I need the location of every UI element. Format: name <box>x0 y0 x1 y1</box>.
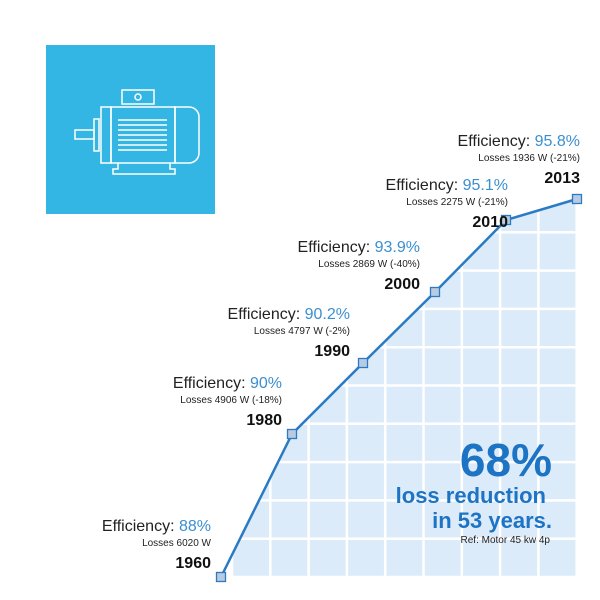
losses-label: Losses 1936 W (-21%) <box>478 153 580 164</box>
efficiency-value: 95.8% <box>534 133 580 150</box>
efficiency-value: 90% <box>249 375 282 392</box>
headline-line2: in 53 years. <box>432 508 552 533</box>
losses-label: Losses 2275 W (-21%) <box>406 197 508 208</box>
year-label: 2000 <box>384 276 420 293</box>
data-point-1990 <box>357 357 369 369</box>
headline-percent: 68% <box>459 434 552 486</box>
data-point-1960 <box>215 571 227 583</box>
efficiency-prefix: Efficiency: <box>101 518 179 535</box>
reference-note: Ref: Motor 45 kw 4p <box>460 535 550 546</box>
point-label-1980: Efficiency: 90% Losses 4906 W (-18%) 1980 <box>173 375 282 430</box>
efficiency-label: Efficiency: 88% <box>102 518 211 536</box>
headline-line1: loss reduction <box>395 483 546 508</box>
data-point-2013 <box>571 193 583 205</box>
point-label-2010: Efficiency: 95.1% Losses 2275 W (-21%) 201… <box>386 177 508 232</box>
efficiency-label: Efficiency: 95.8% <box>458 133 580 151</box>
point-label-2013: Efficiency: 95.8% Losses 1936 W (-21%) 201… <box>458 133 580 188</box>
losses-label: Losses 4797 W (-2%) <box>253 326 350 337</box>
efficiency-value: 95.1% <box>462 177 508 194</box>
point-label-2000: Efficiency: 93.9% Losses 2869 W (-40%) 200… <box>298 239 420 294</box>
motor-icon-tile <box>46 45 215 214</box>
year-label: 2010 <box>472 214 508 231</box>
headline-block: 68% loss reduction in 53 years. Ref: Mot… <box>396 436 552 548</box>
losses-label: Losses 2869 W (-40%) <box>318 259 420 270</box>
year-label: 2013 <box>544 170 580 187</box>
efficiency-label: Efficiency: 95.1% <box>386 177 508 195</box>
efficiency-prefix: Efficiency: <box>172 375 250 392</box>
efficiency-prefix: Efficiency: <box>227 306 305 323</box>
efficiency-label: Efficiency: 90% <box>173 375 282 393</box>
point-label-1990: Efficiency: 90.2% Losses 4797 W (-2%) 1990 <box>228 306 350 361</box>
year-label: 1960 <box>175 555 211 572</box>
efficiency-label: Efficiency: 93.9% <box>298 239 420 257</box>
series-line <box>219 197 578 578</box>
efficiency-prefix: Efficiency: <box>297 239 375 256</box>
efficiency-value: 93.9% <box>374 239 420 256</box>
data-point-2010 <box>500 214 512 226</box>
efficiency-label: Efficiency: 90.2% <box>228 306 350 324</box>
efficiency-prefix: Efficiency: <box>457 133 535 150</box>
efficiency-value: 90.2% <box>304 306 350 323</box>
data-point-1980 <box>286 428 298 440</box>
year-label: 1990 <box>314 343 350 360</box>
efficiency-value: 88% <box>178 518 211 535</box>
electric-motor-icon <box>74 89 200 175</box>
data-point-2000 <box>429 286 441 298</box>
losses-label: Losses 4906 W (-18%) <box>180 395 282 406</box>
point-label-1960: Efficiency: 88% Losses 6020 W 1960 <box>102 518 211 573</box>
losses-label: Losses 6020 W <box>142 538 211 549</box>
year-label: 1980 <box>246 412 282 429</box>
efficiency-prefix: Efficiency: <box>385 177 463 194</box>
